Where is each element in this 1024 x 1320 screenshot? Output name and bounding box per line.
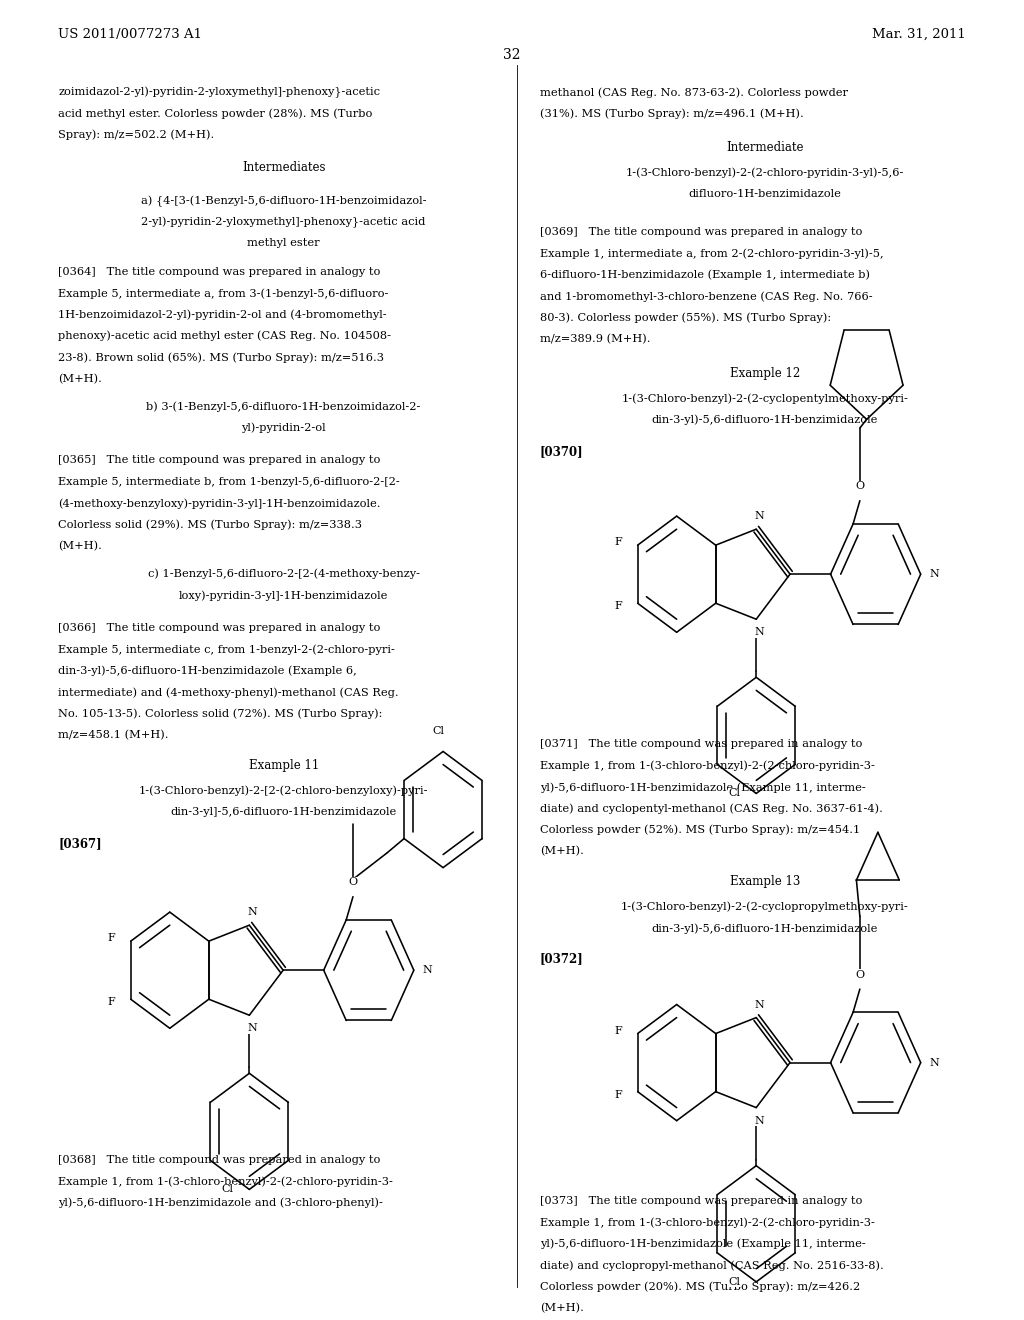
Text: 1-(3-Chloro-benzyl)-2-(2-cyclopentylmethoxy-pyri-: 1-(3-Chloro-benzyl)-2-(2-cyclopentylmeth… xyxy=(622,393,908,404)
Text: 1H-benzoimidazol-2-yl)-pyridin-2-ol and (4-bromomethyl-: 1H-benzoimidazol-2-yl)-pyridin-2-ol and … xyxy=(58,309,387,319)
Text: (M+H).: (M+H). xyxy=(540,846,584,857)
Text: [0365]   The title compound was prepared in analogy to: [0365] The title compound was prepared i… xyxy=(58,455,381,466)
Text: yl)-5,6-difluoro-1H-benzimidazole and (3-chloro-phenyl)-: yl)-5,6-difluoro-1H-benzimidazole and (3… xyxy=(58,1197,383,1208)
Text: b) 3-(1-Benzyl-5,6-difluoro-1H-benzoimidazol-2-: b) 3-(1-Benzyl-5,6-difluoro-1H-benzoimid… xyxy=(146,401,421,412)
Text: yl)-pyridin-2-ol: yl)-pyridin-2-ol xyxy=(242,422,326,433)
Text: m/z=458.1 (M+H).: m/z=458.1 (M+H). xyxy=(58,730,169,741)
Text: methanol (CAS Reg. No. 873-63-2). Colorless powder: methanol (CAS Reg. No. 873-63-2). Colorl… xyxy=(540,87,848,98)
Text: Example 11: Example 11 xyxy=(249,759,318,772)
Text: F: F xyxy=(614,537,622,548)
Text: 2-yl)-pyridin-2-yloxymethyl]-phenoxy}-acetic acid: 2-yl)-pyridin-2-yloxymethyl]-phenoxy}-ac… xyxy=(141,216,426,228)
Text: Spray): m/z=502.2 (M+H).: Spray): m/z=502.2 (M+H). xyxy=(58,129,215,140)
Text: (4-methoxy-benzyloxy)-pyridin-3-yl]-1H-benzoimidazole.: (4-methoxy-benzyloxy)-pyridin-3-yl]-1H-b… xyxy=(58,498,381,508)
Text: US 2011/0077273 A1: US 2011/0077273 A1 xyxy=(58,28,203,41)
Text: O: O xyxy=(855,482,864,491)
Text: difluoro-1H-benzimidazole: difluoro-1H-benzimidazole xyxy=(688,189,842,199)
Text: [0373]   The title compound was prepared in analogy to: [0373] The title compound was prepared i… xyxy=(540,1196,862,1206)
Text: [0370]: [0370] xyxy=(540,445,584,458)
Text: Cl: Cl xyxy=(728,788,740,799)
Text: 23-8). Brown solid (65%). MS (Turbo Spray): m/z=516.3: 23-8). Brown solid (65%). MS (Turbo Spra… xyxy=(58,352,384,363)
Text: Cl: Cl xyxy=(221,1184,233,1195)
Text: intermediate) and (4-methoxy-phenyl)-methanol (CAS Reg.: intermediate) and (4-methoxy-phenyl)-met… xyxy=(58,688,399,698)
Text: Intermediates: Intermediates xyxy=(242,161,326,174)
Text: O: O xyxy=(348,878,357,887)
Text: yl)-5,6-difluoro-1H-benzimidazole (Example 11, interme-: yl)-5,6-difluoro-1H-benzimidazole (Examp… xyxy=(540,1238,865,1249)
Text: Colorless powder (20%). MS (Turbo Spray): m/z=426.2: Colorless powder (20%). MS (Turbo Spray)… xyxy=(540,1282,860,1292)
Text: Example 5, intermediate b, from 1-benzyl-5,6-difluoro-2-[2-: Example 5, intermediate b, from 1-benzyl… xyxy=(58,477,400,487)
Text: N: N xyxy=(755,511,765,521)
Text: (31%). MS (Turbo Spray): m/z=496.1 (M+H).: (31%). MS (Turbo Spray): m/z=496.1 (M+H)… xyxy=(540,108,804,119)
Text: and 1-bromomethyl-3-chloro-benzene (CAS Reg. No. 766-: and 1-bromomethyl-3-chloro-benzene (CAS … xyxy=(540,292,872,302)
Text: No. 105-13-5). Colorless solid (72%). MS (Turbo Spray):: No. 105-13-5). Colorless solid (72%). MS… xyxy=(58,709,383,719)
Text: zoimidazol-2-yl)-pyridin-2-yloxymethyl]-phenoxy}-acetic: zoimidazol-2-yl)-pyridin-2-yloxymethyl]-… xyxy=(58,87,380,99)
Text: din-3-yl)-5,6-difluoro-1H-benzimidazole (Example 6,: din-3-yl)-5,6-difluoro-1H-benzimidazole … xyxy=(58,665,357,676)
Text: F: F xyxy=(614,1026,622,1036)
Text: Example 1, from 1-(3-chloro-benzyl)-2-(2-chloro-pyridin-3-: Example 1, from 1-(3-chloro-benzyl)-2-(2… xyxy=(540,1217,874,1228)
Text: loxy)-pyridin-3-yl]-1H-benzimidazole: loxy)-pyridin-3-yl]-1H-benzimidazole xyxy=(179,590,388,601)
Text: diate) and cyclopropyl-methanol (CAS Reg. No. 2516-33-8).: diate) and cyclopropyl-methanol (CAS Reg… xyxy=(540,1261,884,1271)
Text: Intermediate: Intermediate xyxy=(726,141,804,154)
Text: Example 12: Example 12 xyxy=(730,367,800,380)
Text: 32: 32 xyxy=(503,48,521,62)
Text: Cl: Cl xyxy=(728,1276,740,1287)
Text: m/z=389.9 (M+H).: m/z=389.9 (M+H). xyxy=(540,334,650,345)
Text: Cl: Cl xyxy=(432,726,444,737)
Text: [0368]   The title compound was prepared in analogy to: [0368] The title compound was prepared i… xyxy=(58,1155,381,1166)
Text: din-3-yl]-5,6-difluoro-1H-benzimidazole: din-3-yl]-5,6-difluoro-1H-benzimidazole xyxy=(171,807,396,817)
Text: N: N xyxy=(755,999,765,1010)
Text: c) 1-Benzyl-5,6-difluoro-2-[2-(4-methoxy-benzy-: c) 1-Benzyl-5,6-difluoro-2-[2-(4-methoxy… xyxy=(147,569,420,579)
Text: N: N xyxy=(755,627,765,638)
Text: a) {4-[3-(1-Benzyl-5,6-difluoro-1H-benzoimidazol-: a) {4-[3-(1-Benzyl-5,6-difluoro-1H-benzo… xyxy=(141,195,426,207)
Text: (M+H).: (M+H). xyxy=(540,1303,584,1313)
Text: [0367]: [0367] xyxy=(58,837,102,850)
Text: F: F xyxy=(614,1089,622,1100)
Text: (M+H).: (M+H). xyxy=(58,541,102,552)
Text: N: N xyxy=(248,1023,258,1034)
Text: acid methyl ester. Colorless powder (28%). MS (Turbo: acid methyl ester. Colorless powder (28%… xyxy=(58,108,373,119)
Text: Example 5, intermediate a, from 3-(1-benzyl-5,6-difluoro-: Example 5, intermediate a, from 3-(1-ben… xyxy=(58,288,389,298)
Text: N: N xyxy=(930,569,939,579)
Text: Example 1, from 1-(3-chloro-benzyl)-2-(2-chloro-pyridin-3-: Example 1, from 1-(3-chloro-benzyl)-2-(2… xyxy=(540,760,874,771)
Text: O: O xyxy=(855,970,864,979)
Text: phenoxy)-acetic acid methyl ester (CAS Reg. No. 104508-: phenoxy)-acetic acid methyl ester (CAS R… xyxy=(58,331,391,342)
Text: Example 1, intermediate a, from 2-(2-chloro-pyridin-3-yl)-5,: Example 1, intermediate a, from 2-(2-chl… xyxy=(540,248,884,259)
Text: (M+H).: (M+H). xyxy=(58,374,102,384)
Text: F: F xyxy=(108,997,115,1007)
Text: 80-3). Colorless powder (55%). MS (Turbo Spray):: 80-3). Colorless powder (55%). MS (Turbo… xyxy=(540,313,830,323)
Text: Mar. 31, 2011: Mar. 31, 2011 xyxy=(871,28,966,41)
Text: N: N xyxy=(248,907,258,917)
Text: N: N xyxy=(423,965,432,975)
Text: N: N xyxy=(755,1115,765,1126)
Text: Example 13: Example 13 xyxy=(730,875,800,888)
Text: N: N xyxy=(930,1057,939,1068)
Text: 1-(3-Chloro-benzyl)-2-(2-cyclopropylmethoxy-pyri-: 1-(3-Chloro-benzyl)-2-(2-cyclopropylmeth… xyxy=(621,902,909,912)
Text: din-3-yl)-5,6-difluoro-1H-benzimidazole: din-3-yl)-5,6-difluoro-1H-benzimidazole xyxy=(651,414,879,425)
Text: diate) and cyclopentyl-methanol (CAS Reg. No. 3637-61-4).: diate) and cyclopentyl-methanol (CAS Reg… xyxy=(540,804,883,814)
Text: [0366]   The title compound was prepared in analogy to: [0366] The title compound was prepared i… xyxy=(58,623,381,634)
Text: [0372]: [0372] xyxy=(540,952,584,965)
Text: Example 1, from 1-(3-chloro-benzyl)-2-(2-chloro-pyridin-3-: Example 1, from 1-(3-chloro-benzyl)-2-(2… xyxy=(58,1176,393,1187)
Text: Example 5, intermediate c, from 1-benzyl-2-(2-chloro-pyri-: Example 5, intermediate c, from 1-benzyl… xyxy=(58,644,395,655)
Text: methyl ester: methyl ester xyxy=(248,238,319,248)
Text: Colorless powder (52%). MS (Turbo Spray): m/z=454.1: Colorless powder (52%). MS (Turbo Spray)… xyxy=(540,825,860,836)
Text: 1-(3-Chloro-benzyl)-2-[2-(2-chloro-benzyloxy)-pyri-: 1-(3-Chloro-benzyl)-2-[2-(2-chloro-benzy… xyxy=(139,785,428,796)
Text: [0369]   The title compound was prepared in analogy to: [0369] The title compound was prepared i… xyxy=(540,227,862,238)
Text: yl)-5,6-difluoro-1H-benzimidazole (Example 11, interme-: yl)-5,6-difluoro-1H-benzimidazole (Examp… xyxy=(540,781,865,792)
Text: 1-(3-Chloro-benzyl)-2-(2-chloro-pyridin-3-yl)-5,6-: 1-(3-Chloro-benzyl)-2-(2-chloro-pyridin-… xyxy=(626,168,904,178)
Text: [0364]   The title compound was prepared in analogy to: [0364] The title compound was prepared i… xyxy=(58,267,381,277)
Text: Colorless solid (29%). MS (Turbo Spray): m/z=338.3: Colorless solid (29%). MS (Turbo Spray):… xyxy=(58,520,362,531)
Text: din-3-yl)-5,6-difluoro-1H-benzimidazole: din-3-yl)-5,6-difluoro-1H-benzimidazole xyxy=(651,923,879,933)
Text: F: F xyxy=(108,933,115,944)
Text: F: F xyxy=(614,601,622,611)
Text: [0371]   The title compound was prepared in analogy to: [0371] The title compound was prepared i… xyxy=(540,739,862,750)
Text: 6-difluoro-1H-benzimidazole (Example 1, intermediate b): 6-difluoro-1H-benzimidazole (Example 1, … xyxy=(540,269,869,280)
